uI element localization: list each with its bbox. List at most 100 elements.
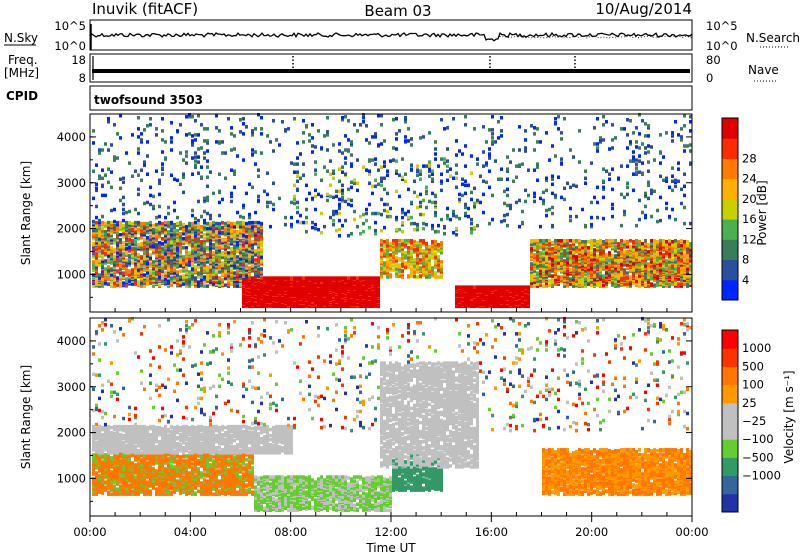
heatmap-cell xyxy=(143,222,146,226)
heatmap-cell xyxy=(431,240,434,244)
heatmap-cell xyxy=(383,240,386,244)
heatmap-cell xyxy=(440,251,443,255)
heatmap-cell xyxy=(122,177,125,181)
heatmap-cell xyxy=(128,279,131,283)
heatmap-cell xyxy=(245,248,248,252)
heatmap-cell xyxy=(371,276,374,280)
heatmap-cell xyxy=(113,228,116,232)
heatmap-cell xyxy=(137,147,140,151)
heatmap-cell xyxy=(194,133,197,137)
heatmap-cell xyxy=(98,241,101,245)
heatmap-cell xyxy=(257,199,260,203)
heatmap-cell xyxy=(221,238,224,242)
heatmap-cell xyxy=(518,199,521,203)
heatmap-cell xyxy=(383,188,386,192)
heatmap-cell xyxy=(353,276,356,280)
heatmap-cell xyxy=(422,267,425,271)
heatmap-cell xyxy=(119,178,122,182)
heatmap-cell xyxy=(116,257,119,261)
heatmap-cell xyxy=(134,221,137,225)
heatmap-cell xyxy=(230,132,233,136)
heatmap-cell xyxy=(104,142,107,146)
heatmap-cell xyxy=(326,116,329,120)
heatmap-cell xyxy=(185,237,188,241)
heatmap-cell xyxy=(200,146,203,150)
heatmap-cell xyxy=(419,205,422,209)
heatmap-cell xyxy=(212,243,215,247)
heatmap-cell xyxy=(290,223,293,227)
heatmap-cell xyxy=(176,273,179,277)
heatmap-cell xyxy=(503,285,506,289)
heatmap-cell xyxy=(104,173,107,177)
heatmap-cell xyxy=(422,255,425,259)
heatmap-cell xyxy=(359,232,362,236)
heatmap-cell xyxy=(113,224,116,228)
heatmap-cell xyxy=(227,232,230,236)
heatmap-cell xyxy=(497,285,500,289)
heatmap-cell xyxy=(101,255,104,259)
heatmap-cell xyxy=(242,234,245,238)
heatmap-cell xyxy=(413,180,416,184)
heatmap-cell xyxy=(185,154,188,158)
heatmap-cell xyxy=(362,120,365,124)
heatmap-cell xyxy=(185,246,188,250)
heatmap-cell xyxy=(197,271,200,275)
heatmap-cell xyxy=(395,259,398,263)
heatmap-cell xyxy=(353,182,356,186)
heatmap-cell xyxy=(515,201,518,205)
heatmap-cell xyxy=(239,215,242,219)
heatmap-cell xyxy=(422,239,425,243)
heatmap-cell xyxy=(152,260,155,264)
heatmap-cell xyxy=(314,189,317,193)
heatmap-cell xyxy=(260,267,263,271)
heatmap-cell xyxy=(197,275,200,279)
heatmap-cell xyxy=(302,173,305,177)
heatmap-cell xyxy=(425,164,428,168)
heatmap-cell xyxy=(446,217,449,221)
heatmap-cell xyxy=(497,178,500,182)
heatmap-cell xyxy=(191,254,194,258)
heatmap-cell xyxy=(101,250,104,254)
heatmap-cell xyxy=(422,135,425,139)
heatmap-cell xyxy=(437,263,440,267)
nsearch-tick-top: 10^5 xyxy=(706,19,738,33)
heatmap-cell xyxy=(296,276,299,280)
heatmap-cell xyxy=(419,274,422,278)
heatmap-cell xyxy=(386,173,389,177)
heatmap-cell xyxy=(287,127,290,131)
heatmap-cell xyxy=(122,196,125,200)
heatmap-cell xyxy=(377,276,380,280)
heatmap-cell xyxy=(431,178,434,182)
heatmap-cell xyxy=(113,155,116,159)
heatmap-cell xyxy=(173,268,176,272)
heatmap-cell xyxy=(134,208,137,212)
heatmap-cell xyxy=(200,225,203,229)
heatmap-cell xyxy=(395,267,398,271)
heatmap-cell xyxy=(92,284,95,288)
heatmap-cell xyxy=(365,208,368,212)
heatmap-cell xyxy=(101,221,104,225)
heatmap-cell xyxy=(410,251,413,255)
heatmap-cell xyxy=(209,170,212,174)
heatmap-cell xyxy=(440,189,443,193)
heatmap-cell xyxy=(389,256,392,260)
heatmap-cell xyxy=(362,165,365,169)
heatmap-cell xyxy=(395,216,398,220)
heatmap-cell xyxy=(110,267,113,271)
heatmap-cell xyxy=(110,186,113,190)
heatmap-cell xyxy=(383,252,386,256)
heatmap-cell xyxy=(251,221,254,225)
heatmap-cell xyxy=(254,127,257,131)
heatmap-cell xyxy=(173,209,176,213)
heatmap-cell xyxy=(461,183,464,187)
heatmap-cell xyxy=(347,234,350,238)
heatmap-cell xyxy=(296,170,299,174)
heatmap-cell xyxy=(116,269,119,273)
heatmap-cell xyxy=(404,172,407,176)
heatmap-cell xyxy=(98,219,101,223)
heatmap-cell xyxy=(323,165,326,169)
heatmap-cell xyxy=(119,199,122,203)
heatmap-cell xyxy=(167,206,170,210)
heatmap-cell xyxy=(191,222,194,226)
heatmap-cell xyxy=(218,231,221,235)
